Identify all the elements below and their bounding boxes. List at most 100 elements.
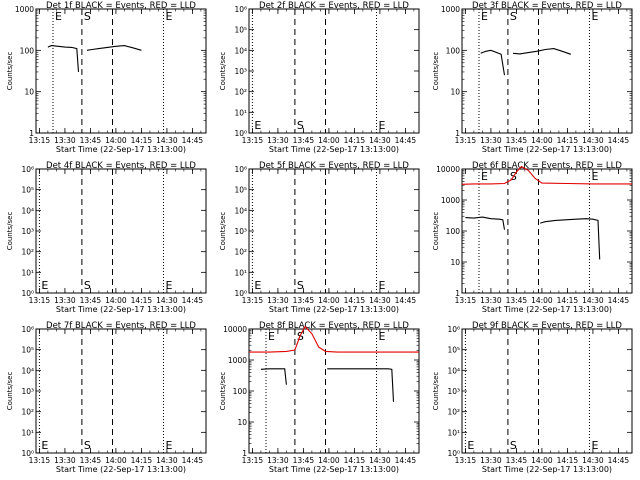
chart-title: Det 7f BLACK = Events, RED = LLD bbox=[46, 321, 196, 331]
y-tick-label: 10² bbox=[234, 248, 247, 257]
x-axis-label: Start Time (22-Sep-17 13:13:00) bbox=[482, 305, 612, 314]
x-tick-label: 14:30 bbox=[369, 296, 391, 305]
x-tick-label: 13:30 bbox=[54, 456, 76, 465]
y-tick-label: 10³ bbox=[234, 67, 247, 76]
x-tick-label: 13:15 bbox=[455, 456, 477, 465]
y-axis-label: Counts/sec bbox=[6, 372, 14, 411]
y-tick-label: 10⁵ bbox=[447, 346, 460, 355]
x-axis-label: Start Time (22-Sep-17 13:13:00) bbox=[269, 465, 399, 474]
marker-label: E bbox=[592, 439, 599, 452]
marker-label: S bbox=[84, 279, 91, 292]
x-tick-label: 14:15 bbox=[131, 456, 153, 465]
y-tick-label: 1000 bbox=[441, 196, 460, 205]
x-axis-label: Start Time (22-Sep-17 13:13:00) bbox=[56, 305, 186, 314]
x-tick-label: 14:00 bbox=[105, 296, 127, 305]
chart-title: Det 8f BLACK = Events, RED = LLD bbox=[259, 321, 409, 331]
x-tick-label: 14:00 bbox=[105, 456, 127, 465]
x-tick-label: 13:30 bbox=[480, 296, 502, 305]
plot-frame bbox=[35, 8, 207, 134]
y-tick-label: 1000 bbox=[441, 5, 460, 14]
x-axis-label: Start Time (22-Sep-17 13:13:00) bbox=[269, 305, 399, 314]
x-tick-label: 14:00 bbox=[531, 136, 553, 145]
marker-label: E bbox=[55, 10, 62, 23]
marker-label: S bbox=[297, 330, 304, 343]
x-tick-label: 14:30 bbox=[156, 456, 178, 465]
y-tick-label: 10¹ bbox=[447, 428, 460, 437]
x-tick-label: 14:45 bbox=[608, 136, 630, 145]
marker-label: E bbox=[41, 439, 48, 452]
x-tick-label: 13:45 bbox=[80, 296, 102, 305]
x-tick-label: 14:15 bbox=[131, 136, 153, 145]
y-tick-label: 10² bbox=[447, 408, 460, 417]
x-tick-label: 14:15 bbox=[344, 136, 366, 145]
y-tick-label: 10¹ bbox=[234, 108, 247, 117]
y-tick-label: 10⁵ bbox=[234, 186, 247, 195]
y-tick-label: 1 bbox=[455, 289, 460, 298]
y-axis-label: Counts/sec bbox=[219, 372, 227, 411]
plot-frame bbox=[248, 168, 420, 294]
chart-title: Det 6f BLACK = Events, RED = LLD bbox=[472, 161, 622, 171]
x-tick-label: 13:30 bbox=[54, 136, 76, 145]
y-tick-label: 100 bbox=[446, 46, 461, 55]
x-tick-label: 14:45 bbox=[395, 456, 417, 465]
y-axis-label: Counts/sec bbox=[432, 372, 440, 411]
marker-label: E bbox=[379, 279, 386, 292]
x-tick-label: 14:30 bbox=[582, 456, 604, 465]
x-tick-label: 14:00 bbox=[318, 136, 340, 145]
x-tick-label: 13:15 bbox=[29, 136, 51, 145]
x-tick-label: 14:45 bbox=[182, 456, 204, 465]
marker-label: S bbox=[297, 119, 304, 132]
x-tick-label: 14:00 bbox=[531, 456, 553, 465]
y-tick-label: 10⁶ bbox=[21, 165, 34, 174]
x-tick-label: 13:45 bbox=[506, 456, 528, 465]
y-tick-label: 10¹ bbox=[21, 268, 34, 277]
y-tick-label: 1 bbox=[242, 449, 247, 458]
chart-title: Det 5f BLACK = Events, RED = LLD bbox=[259, 161, 409, 171]
y-tick-label: 10⁰ bbox=[234, 289, 247, 298]
y-axis-label: Counts/sec bbox=[219, 52, 227, 91]
events-series-line bbox=[86, 45, 142, 51]
x-tick-label: 14:30 bbox=[369, 456, 391, 465]
plot-frame bbox=[35, 328, 207, 454]
y-tick-label: 10 bbox=[450, 88, 460, 97]
chart-title: Det 2f BLACK = Events, RED = LLD bbox=[259, 1, 409, 11]
y-tick-label: 10000 bbox=[436, 165, 460, 174]
chart-panel-7: Det 7f BLACK = Events, RED = LLD 10⁰ 10¹ 10… bbox=[6, 321, 207, 474]
marker-label: E bbox=[481, 170, 488, 183]
x-tick-label: 13:45 bbox=[506, 296, 528, 305]
x-tick-label: 14:45 bbox=[608, 456, 630, 465]
events-series-line bbox=[327, 368, 395, 402]
x-tick-label: 14:45 bbox=[182, 296, 204, 305]
chart-panel-8: Det 8f BLACK = Events, RED = LLD 1 10 100 10… bbox=[219, 321, 420, 474]
y-tick-label: 10⁶ bbox=[234, 5, 247, 14]
x-tick-label: 13:15 bbox=[242, 136, 264, 145]
x-tick-label: 14:15 bbox=[557, 136, 579, 145]
plot-frame bbox=[461, 168, 633, 294]
y-tick-label: 10² bbox=[234, 88, 247, 97]
y-axis-label: Counts/sec bbox=[432, 212, 440, 251]
events-series-line bbox=[260, 368, 287, 385]
x-tick-label: 13:15 bbox=[242, 296, 264, 305]
y-tick-label: 10³ bbox=[21, 227, 34, 236]
chart-panel-5: Det 5f BLACK = Events, RED = LLD 10⁰ 10¹ 10… bbox=[219, 161, 420, 314]
marker-label: E bbox=[166, 279, 173, 292]
y-tick-label: 10 bbox=[24, 88, 34, 97]
y-tick-label: 10² bbox=[21, 248, 34, 257]
y-tick-label: 10000 bbox=[223, 325, 247, 334]
plot-frame bbox=[248, 8, 420, 134]
y-tick-label: 10⁴ bbox=[21, 206, 34, 215]
x-tick-label: 13:45 bbox=[80, 456, 102, 465]
chart-panel-3: Det 3f BLACK = Events, RED = LLD 1 10 100 10… bbox=[432, 1, 633, 154]
x-axis-label: Start Time (22-Sep-17 13:13:00) bbox=[482, 465, 612, 474]
chart-panel-4: Det 4f BLACK = Events, RED = LLD 10⁰ 10¹ 10… bbox=[6, 161, 207, 314]
x-tick-label: 13:45 bbox=[293, 136, 315, 145]
marker-label: E bbox=[379, 330, 386, 343]
x-tick-label: 14:45 bbox=[395, 136, 417, 145]
x-axis-label: Start Time (22-Sep-17 13:13:00) bbox=[482, 145, 612, 154]
events-series-line bbox=[512, 48, 571, 55]
x-tick-label: 13:15 bbox=[455, 136, 477, 145]
marker-label: S bbox=[510, 10, 517, 23]
y-tick-label: 1 bbox=[455, 129, 460, 138]
x-tick-label: 14:30 bbox=[582, 136, 604, 145]
y-tick-label: 10⁰ bbox=[21, 289, 34, 298]
